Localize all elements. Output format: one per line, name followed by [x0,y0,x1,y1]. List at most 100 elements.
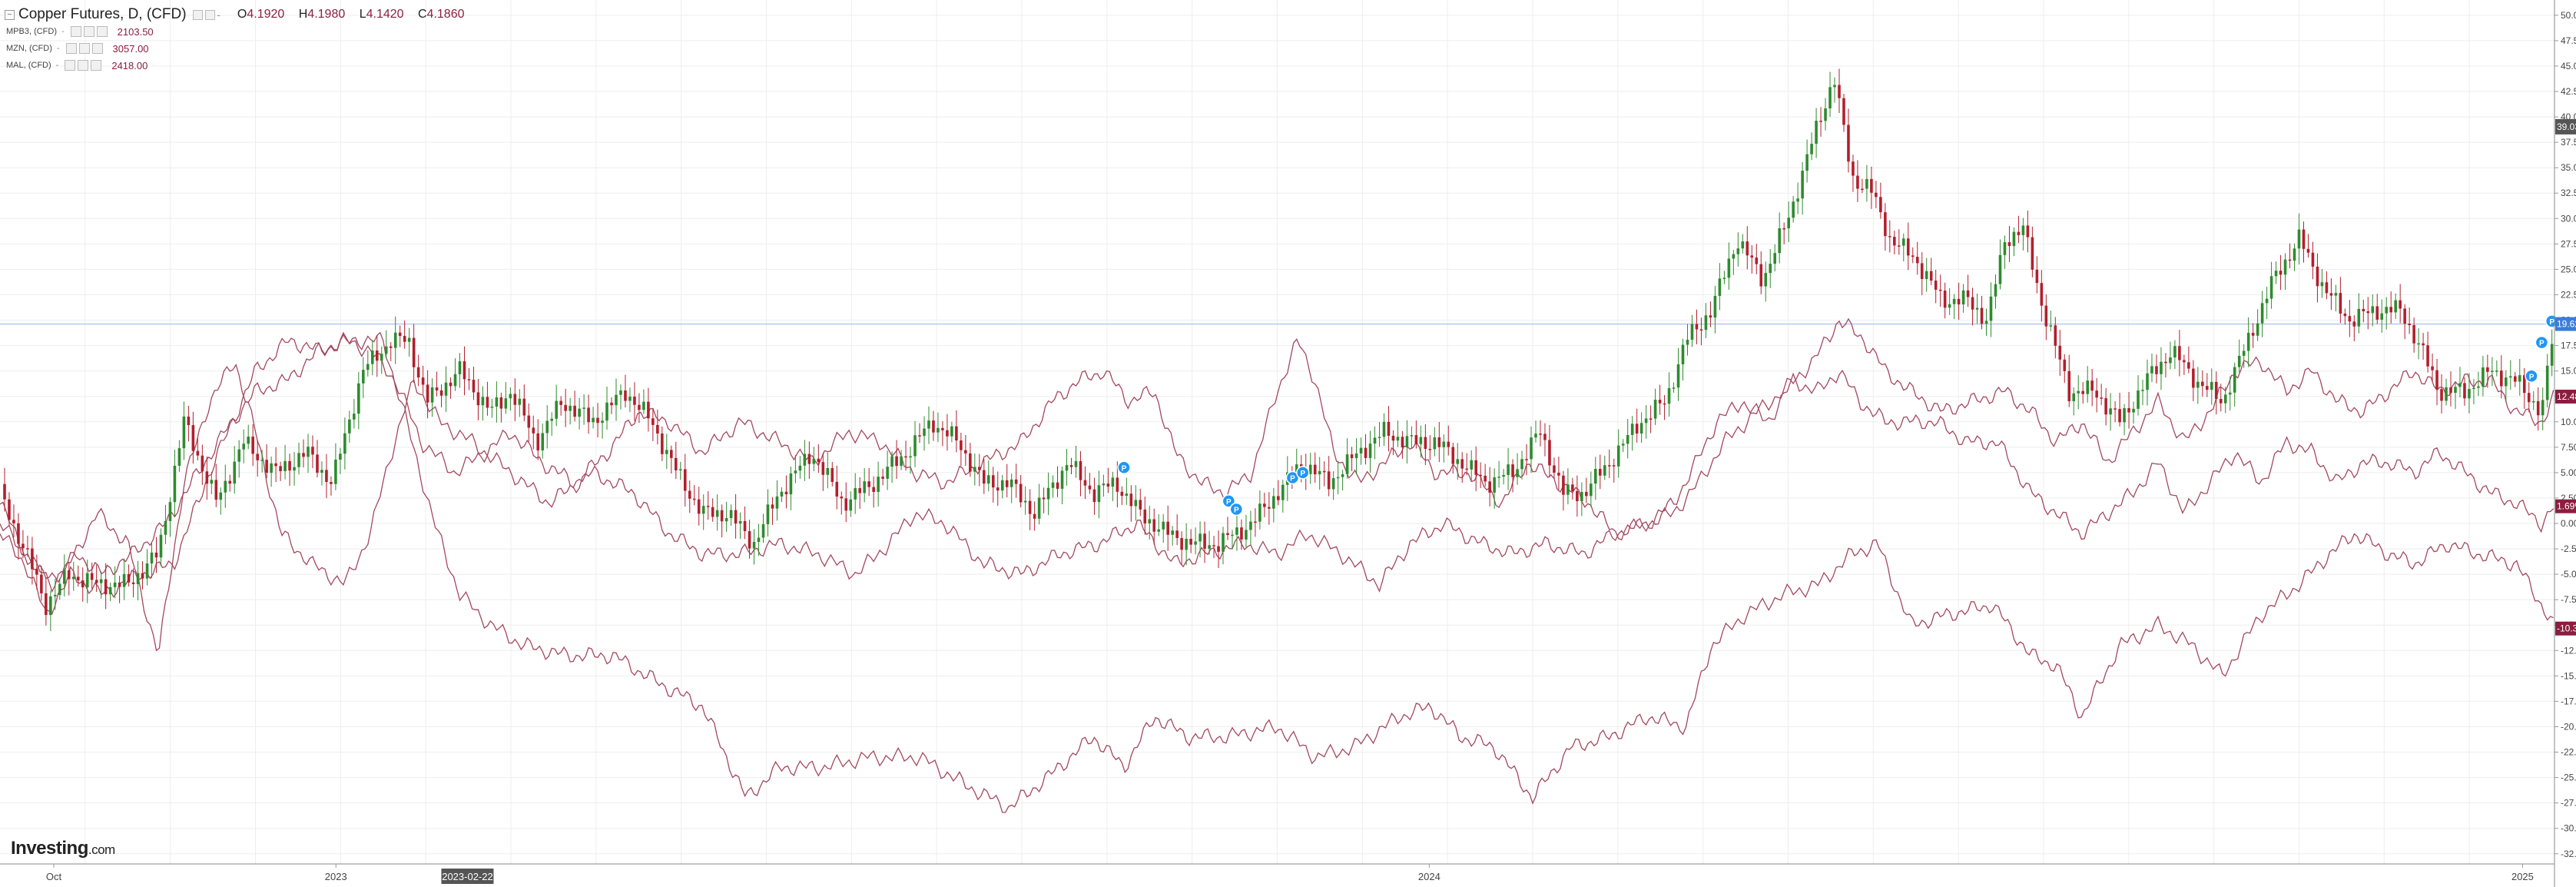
candle-body [1433,437,1437,450]
candle-body [2058,345,2062,360]
candle-body [1414,435,1418,444]
candle-body [173,465,177,503]
overlay-value: 2103.50 [117,25,154,38]
candle-body [1782,228,1785,230]
candle-body [2491,370,2494,372]
x-axis: Oct 2023 2024 2025 2023-02-22 [0,863,2554,884]
candle-body [1580,491,1583,502]
candle-body [2334,293,2338,296]
candle-body [582,407,585,409]
candle-body [58,583,61,595]
event-marker-icon[interactable] [2535,335,2549,350]
candle-body [375,350,379,361]
candle-body [1442,441,1446,447]
candle-body [1948,304,1951,308]
candle-body [1424,437,1427,450]
y-tick-label: 17.50% [2561,341,2576,351]
candle-body [1401,437,1404,448]
candle-body [826,467,830,475]
close-icon[interactable] [91,43,103,54]
candle-body [2440,389,2443,401]
candle-body [2219,399,2223,404]
candle-body [1658,400,1662,404]
candle-body [1106,483,1110,487]
candle-body [1520,459,1523,470]
candle-body [1019,483,1023,503]
candle-body [2104,398,2107,415]
settings-icon[interactable] [65,43,77,54]
candle-body [527,415,531,428]
candle-body [923,428,926,437]
candle-body [2269,276,2273,299]
candle-body [2054,325,2057,346]
event-marker-icon[interactable] [2525,369,2538,384]
candle-body [1511,464,1514,477]
candle-body [1497,477,1500,478]
candle-body [145,563,149,579]
candle-body [913,435,917,457]
last-value-label: 12.48% [2557,391,2576,402]
candle-body [1069,465,1073,467]
candle-body [1805,154,1809,171]
close-icon[interactable] [91,60,102,71]
hide-icon[interactable] [78,60,89,71]
y-tick-label: -7.50% [2561,594,2576,605]
event-marker-icon[interactable] [1229,502,1244,517]
hide-icon[interactable] [204,9,215,20]
settings-icon[interactable] [70,26,81,37]
candle-body [270,463,273,473]
candle-body [2274,271,2278,277]
hide-icon[interactable] [78,43,90,54]
candle-body [2362,308,2365,311]
candle-body [2339,293,2342,314]
candle-body [955,426,958,441]
candle-body [665,450,668,454]
candle-body [536,433,540,450]
investing-logo[interactable]: Investing.com [11,838,115,859]
candle-body [638,404,641,410]
candle-body [2155,366,2158,374]
candle-body [45,593,48,616]
candle-body [1593,469,1597,484]
candle-body [279,466,282,471]
candle-body [545,420,549,434]
candle-body [2403,308,2406,324]
candle-body [1865,178,1868,189]
candle-body [2445,387,2448,401]
candle-body [462,361,466,380]
candle-body [136,573,140,585]
candle-body [1470,460,1473,470]
candle-body [1801,171,1804,199]
settings-icon[interactable] [65,60,76,71]
candle-body [2371,306,2375,314]
candle-body [1051,482,1055,488]
candle-body [877,477,880,492]
candle-body [1484,475,1487,482]
candle-body [1143,509,1147,523]
candle-body [1755,257,1759,264]
candle-body [407,337,411,342]
candle-body [1258,503,1261,522]
candle-body [1838,85,1841,98]
close-icon[interactable] [96,26,108,37]
candle-body [812,458,816,464]
candle-body [2449,387,2452,394]
candle-body [1148,519,1152,523]
event-marker-icon[interactable] [1222,494,1236,508]
hide-icon[interactable] [83,26,94,37]
candle-body [1437,437,1441,447]
event-marker-icon[interactable] [1296,466,1310,480]
settings-icon[interactable] [192,9,203,20]
event-marker-icon[interactable] [1117,460,1131,475]
candle-body [2146,373,2149,390]
candle-body [2366,311,2370,314]
collapse-icon[interactable]: − [5,9,15,20]
candle-body [2426,345,2429,367]
candle-body [1129,493,1133,507]
candle-body [2206,386,2209,390]
candle-body [1718,278,1722,296]
candle-body [1065,465,1069,471]
y-tick-label: 50.00% [2561,10,2576,21]
